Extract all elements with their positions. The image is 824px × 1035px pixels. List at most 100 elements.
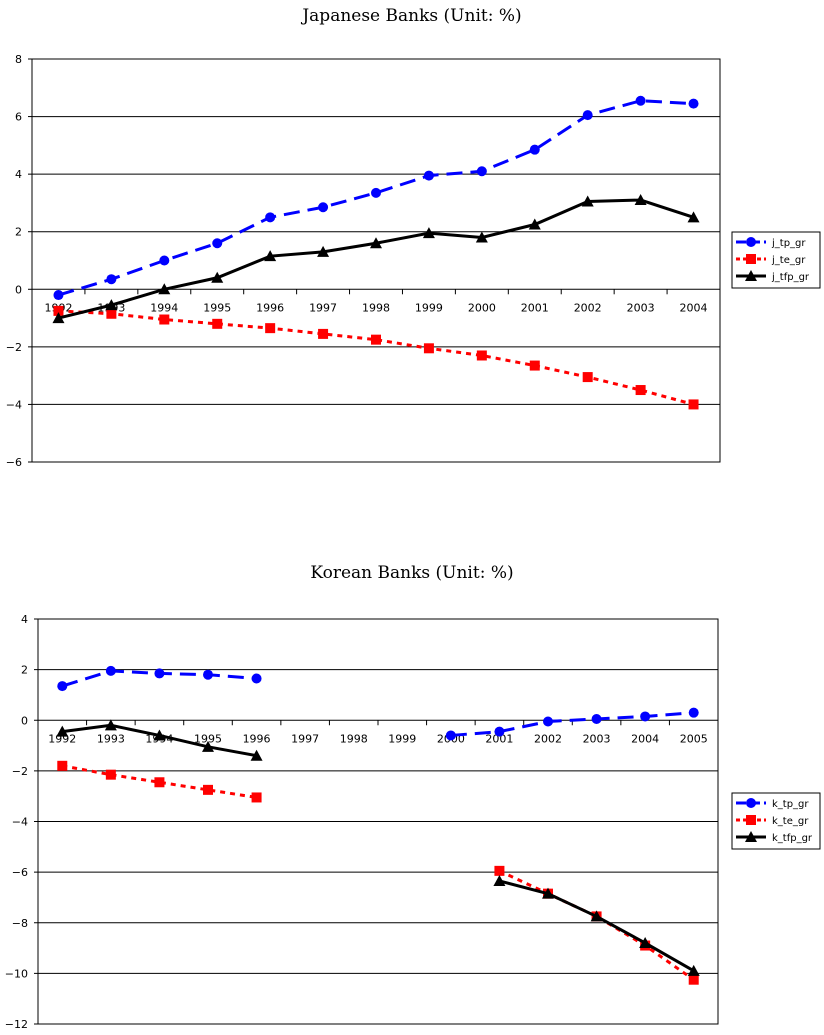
x-tick-label: 2004 xyxy=(631,732,659,745)
data-point-j_te_gr xyxy=(212,318,223,329)
x-tick-label: 2001 xyxy=(485,732,513,745)
legend-label-k_te_gr: k_te_gr xyxy=(772,816,809,827)
data-point-j_tp_gr xyxy=(212,238,223,249)
data-point-j_tfp_gr xyxy=(634,194,647,206)
data-point-j_tfp_gr xyxy=(370,237,382,249)
data-point-k_te_gr xyxy=(57,760,68,771)
data-point-j_tfp_gr xyxy=(52,312,65,324)
x-tick-label: 2002 xyxy=(534,732,562,745)
x-tick-label: 1997 xyxy=(291,732,319,745)
data-point-k_tp_gr xyxy=(543,716,553,727)
data-point-j_tfp_gr xyxy=(211,271,224,283)
data-point-k_tp_gr xyxy=(688,707,699,718)
y-tick-label: −8 xyxy=(12,917,28,930)
data-point-k_tfp_gr xyxy=(56,725,69,737)
legend-label-k_tp_gr: k_tp_gr xyxy=(772,799,809,810)
data-point-j_te_gr xyxy=(529,360,540,371)
data-point-j_te_gr xyxy=(635,385,646,396)
data-point-j_tfp_gr xyxy=(422,227,435,239)
legend-marker-j_te_gr xyxy=(746,254,756,264)
x-tick-label: 2003 xyxy=(583,732,611,745)
legend-label-j_tp_gr: j_tp_gr xyxy=(771,238,806,249)
data-point-j_tp_gr xyxy=(582,110,593,121)
data-point-j_te_gr xyxy=(423,343,434,354)
data-point-k_te_gr xyxy=(688,974,699,985)
data-point-k_te_gr xyxy=(251,792,262,803)
data-point-j_tp_gr xyxy=(265,212,276,223)
data-point-k_tfp_gr xyxy=(542,887,554,899)
y-tick-label: −4 xyxy=(6,398,22,411)
series-line-k_tp_gr xyxy=(450,711,694,737)
y-tick-label: 0 xyxy=(21,714,28,727)
data-point-j_te_gr xyxy=(265,323,276,334)
data-point-k_tfp_gr xyxy=(687,964,700,976)
series-line-k_tfp_gr xyxy=(499,879,695,973)
data-point-j_tfp_gr xyxy=(105,299,118,311)
x-tick-label: 1996 xyxy=(243,732,271,745)
data-point-j_te_gr xyxy=(582,372,593,383)
y-tick-label: 4 xyxy=(21,613,28,626)
series-line-j_te_gr xyxy=(58,309,694,406)
data-point-k_te_gr xyxy=(203,784,213,795)
data-point-k_tfp_gr xyxy=(104,719,117,731)
x-tick-label: 1998 xyxy=(340,732,368,745)
data-point-k_tp_gr xyxy=(154,668,165,679)
x-tick-label: 2002 xyxy=(574,301,602,314)
y-tick-label: 2 xyxy=(15,226,22,239)
y-tick-label: 6 xyxy=(15,111,22,124)
legend-marker-j_tp_gr xyxy=(746,237,756,247)
data-point-j_tp_gr xyxy=(371,187,381,198)
data-point-k_tp_gr xyxy=(640,711,651,722)
chart-title-japanese: Japanese Banks (Unit: %) xyxy=(302,6,522,26)
x-tick-label: 1999 xyxy=(415,301,443,314)
x-tick-label: 2000 xyxy=(468,301,496,314)
y-tick-label: −6 xyxy=(6,456,22,469)
data-point-j_tp_gr xyxy=(476,166,487,177)
data-point-j_tp_gr xyxy=(318,202,329,213)
series-line-k_te_gr xyxy=(498,869,695,981)
x-tick-label: 1995 xyxy=(203,301,231,314)
x-tick-label: 1996 xyxy=(256,301,284,314)
data-point-j_te_gr xyxy=(53,305,64,316)
legend-marker-k_tfp_gr xyxy=(745,831,757,842)
data-point-k_tfp_gr xyxy=(250,749,263,761)
data-point-j_tfp_gr xyxy=(687,211,700,223)
data-point-k_tfp_gr xyxy=(202,740,214,752)
x-tick-label: 1993 xyxy=(97,732,125,745)
data-point-k_tfp_gr xyxy=(153,729,166,741)
data-point-j_tfp_gr xyxy=(528,218,541,230)
y-tick-label: −10 xyxy=(5,967,28,980)
data-point-k_tp_gr xyxy=(105,665,116,676)
y-tick-label: −6 xyxy=(12,866,28,879)
data-point-j_tp_gr xyxy=(159,255,170,266)
x-tick-label: 2003 xyxy=(627,301,655,314)
y-tick-label: 0 xyxy=(15,283,22,296)
japanese-banks-plot: 86420−2−4−619921993199419951996199719981… xyxy=(6,53,821,469)
data-point-j_te_gr xyxy=(318,328,329,339)
data-point-j_te_gr xyxy=(159,314,170,325)
data-point-j_tfp_gr xyxy=(158,283,171,295)
legend-marker-j_tfp_gr xyxy=(745,270,757,281)
y-tick-label: 4 xyxy=(15,168,22,181)
legend-label-j_te_gr: j_te_gr xyxy=(771,255,806,266)
data-point-j_te_gr xyxy=(476,350,487,361)
data-point-k_te_gr xyxy=(105,769,116,780)
data-point-j_tp_gr xyxy=(106,274,117,285)
legend-label-k_tfp_gr: k_tfp_gr xyxy=(772,833,813,844)
data-point-k_tp_gr xyxy=(591,713,602,724)
data-point-k_tfp_gr xyxy=(639,937,652,948)
data-point-j_tp_gr xyxy=(635,95,646,106)
data-point-k_tfp_gr xyxy=(590,910,603,922)
data-point-k_tp_gr xyxy=(203,669,213,680)
legend-label-j_tfp_gr: j_tfp_gr xyxy=(771,272,810,283)
series-line-j_tp_gr xyxy=(58,99,694,297)
data-point-j_te_gr xyxy=(371,334,381,345)
y-tick-label: 8 xyxy=(15,53,22,66)
data-point-k_tp_gr xyxy=(494,726,505,737)
data-point-j_tfp_gr xyxy=(264,250,277,262)
x-tick-label: 1994 xyxy=(150,301,178,314)
data-point-k_te_gr xyxy=(154,777,165,788)
x-tick-label: 2004 xyxy=(680,301,708,314)
data-point-j_te_gr xyxy=(106,308,117,319)
x-tick-label: 1992 xyxy=(48,732,76,745)
